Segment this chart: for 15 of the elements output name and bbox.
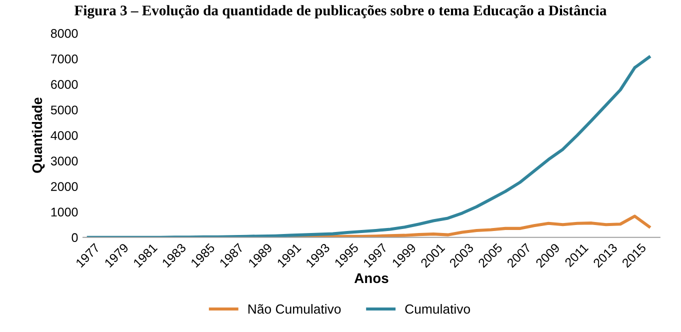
line-series xyxy=(86,56,651,238)
y-tick-label: 2000 xyxy=(51,182,78,191)
legend-label: Não Cumulativo xyxy=(248,304,341,314)
legend-label: Cumulativo xyxy=(405,304,470,314)
y-axis-title: Quantidade xyxy=(32,98,45,173)
y-tick-label: 0 xyxy=(72,233,78,242)
y-tick-label: 6000 xyxy=(51,80,78,89)
y-tick-label: 3000 xyxy=(50,156,78,166)
y-tick-label: 5000 xyxy=(50,106,78,114)
y-tick-label: 8000 xyxy=(50,29,78,38)
y-tick-label: 4000 xyxy=(50,131,78,140)
x-axis-title: Anos xyxy=(354,273,388,284)
y-tick-label: 7000 xyxy=(51,54,78,64)
y-tick-label: 1000 xyxy=(51,208,78,217)
chart-title: Figura 3 – Evolução da quantidade de publicações sobre o tema Educação a Distância xyxy=(74,4,607,18)
